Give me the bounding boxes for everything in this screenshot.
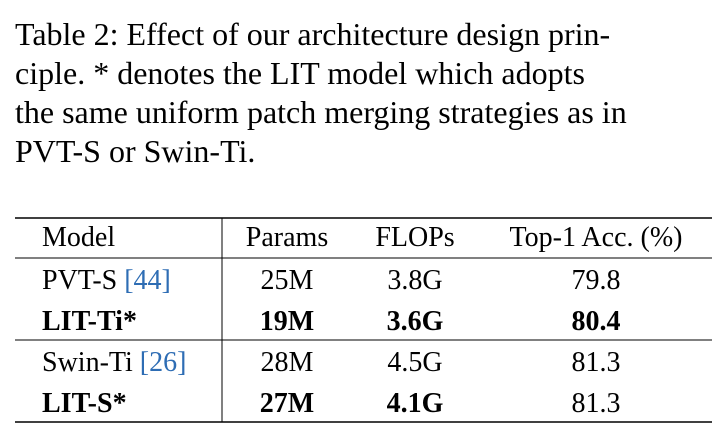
data-cell: 80.4 <box>572 306 621 337</box>
header-cell: Top-1 Acc. (%) <box>510 222 683 253</box>
model-name: PVT-S <box>42 265 117 296</box>
model-cell: Swin-Ti [26] <box>42 347 186 378</box>
caption-line: the same uniform patch merging strategie… <box>15 94 627 130</box>
citation: [26] <box>140 347 187 378</box>
data-cell: 81.3 <box>572 347 621 378</box>
header-cell: FLOPs <box>375 222 454 253</box>
data-cell: 28M <box>261 347 314 378</box>
data-cell: 4.1G <box>387 388 444 419</box>
data-cell: 81.3 <box>572 388 621 419</box>
caption-line: PVT-S or Swin-Ti. <box>15 133 255 169</box>
caption-line: ciple. * denotes the LIT model which ado… <box>15 55 585 91</box>
model-name: Swin-Ti <box>42 347 133 378</box>
data-cell: 3.6G <box>387 306 444 337</box>
data-cell: 19M <box>260 306 314 337</box>
data-cell: 27M <box>260 388 314 419</box>
caption-line: Table 2: Effect of our architecture desi… <box>15 16 610 52</box>
data-cell: 4.5G <box>387 347 442 378</box>
model-cell: LIT-S* <box>42 388 127 419</box>
data-cell: 79.8 <box>572 265 621 296</box>
data-cell: 25M <box>261 265 314 296</box>
model-cell: PVT-S [44] <box>42 265 171 296</box>
model-cell: LIT-Ti* <box>42 306 137 337</box>
model-name: LIT-S* <box>42 388 127 419</box>
citation: [44] <box>124 265 171 296</box>
model-name: LIT-Ti* <box>42 306 137 337</box>
header-cell: Model <box>42 222 115 253</box>
header-cell: Params <box>246 222 328 253</box>
data-cell: 3.8G <box>387 265 442 296</box>
